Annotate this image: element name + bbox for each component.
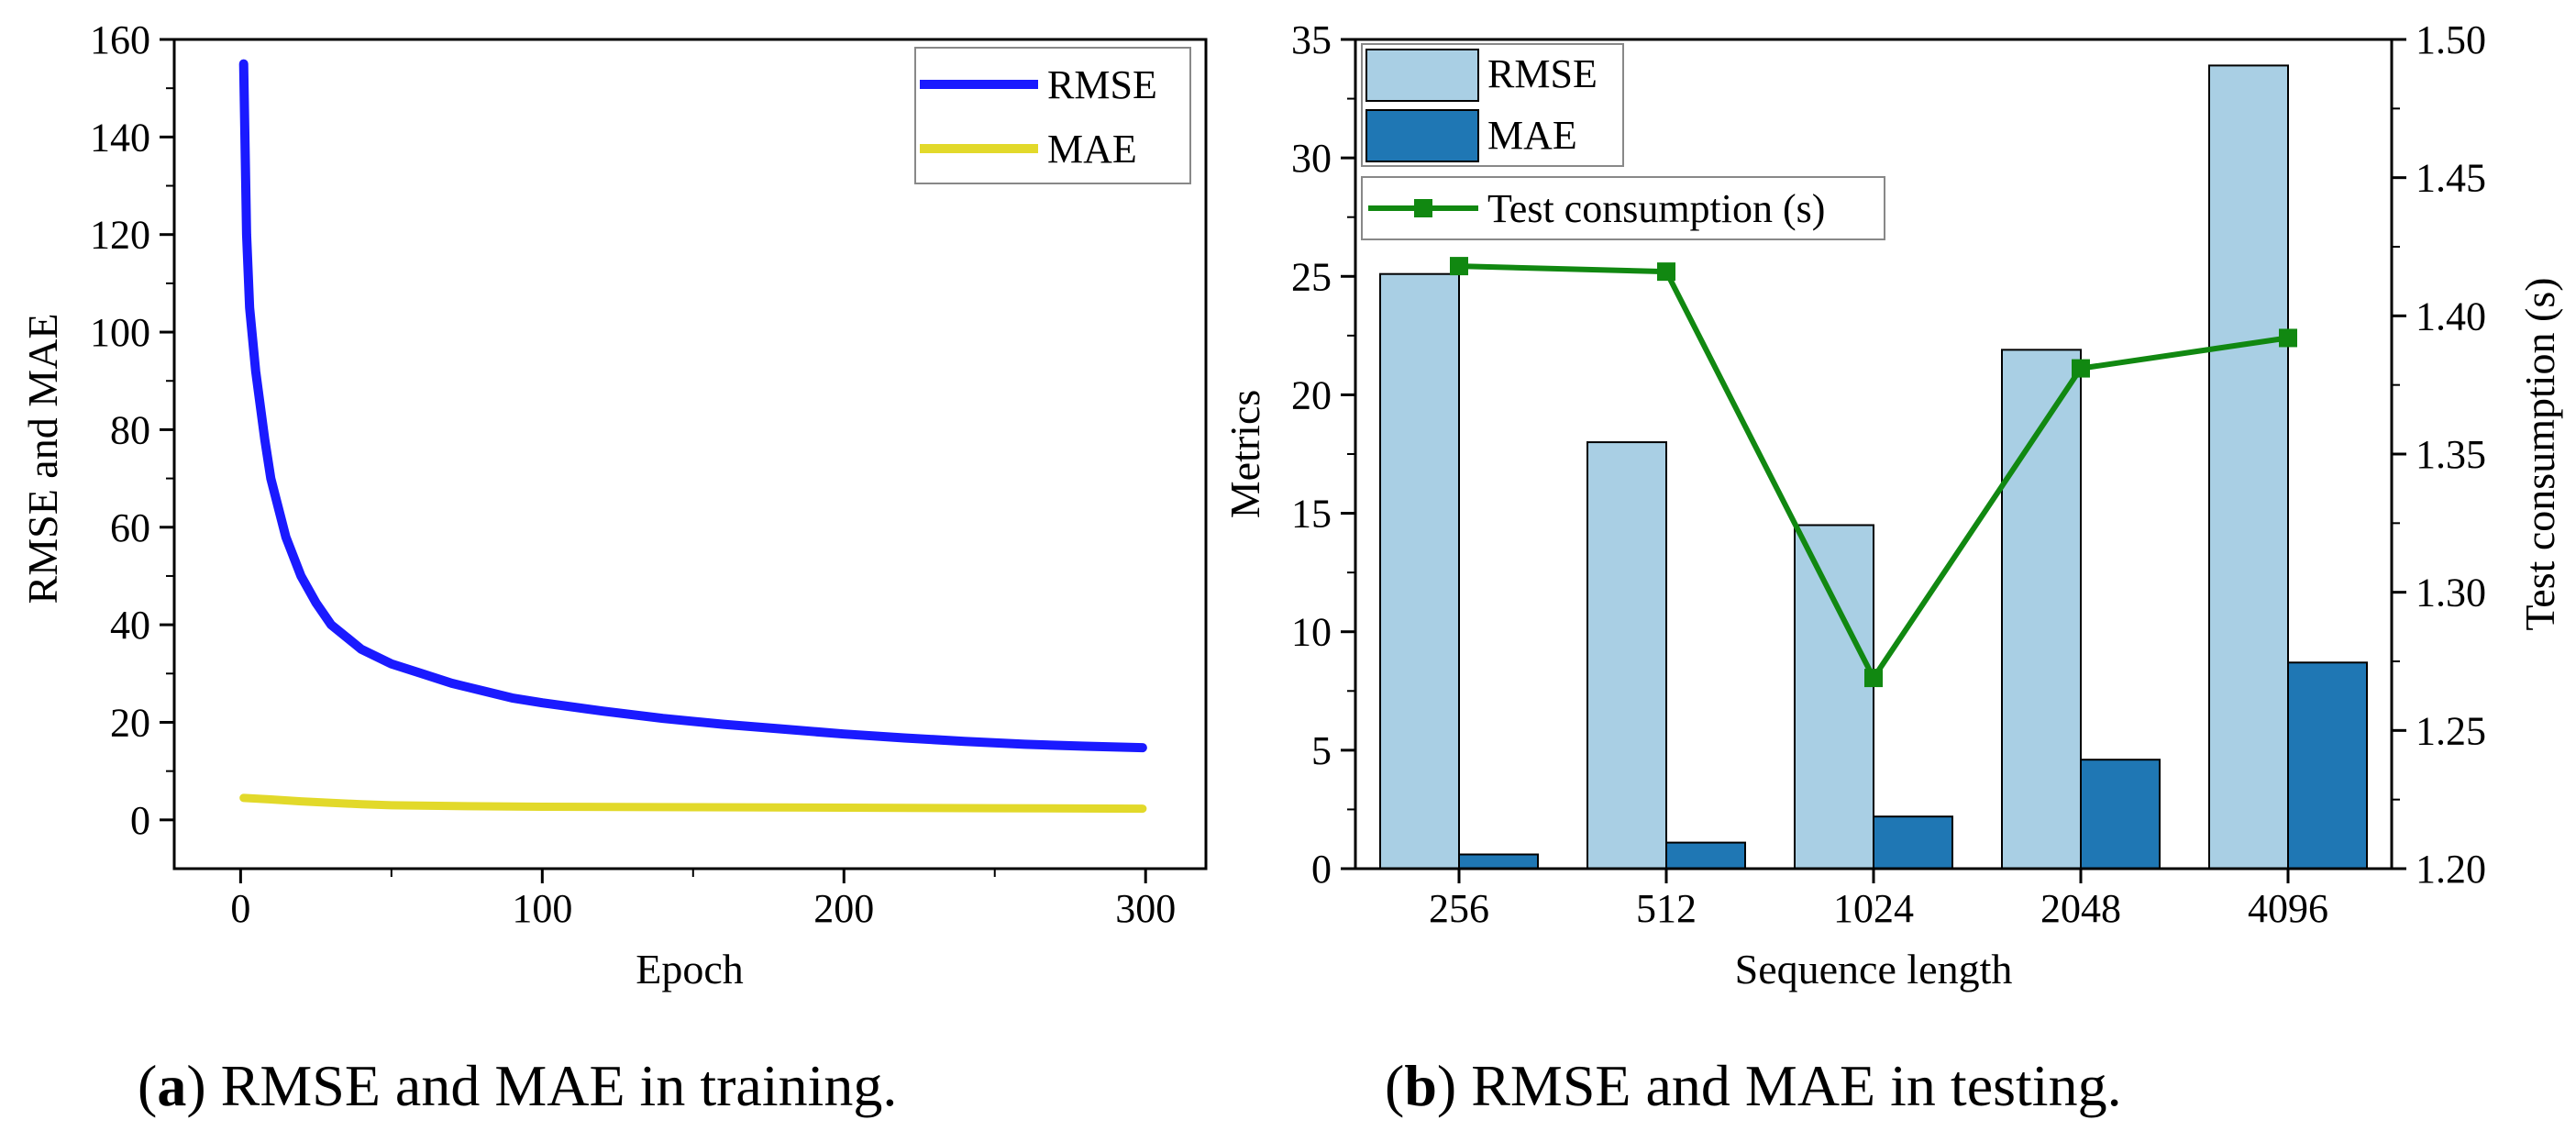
testing-bar-rmse bbox=[1587, 441, 1667, 870]
training-caption-open: ( bbox=[138, 1053, 157, 1118]
testing-y-tick-label: 0 bbox=[1311, 847, 1332, 892]
testing-y-tick-label: 35 bbox=[1291, 17, 1332, 62]
testing-y-tick-label: 5 bbox=[1311, 728, 1332, 773]
training-legend-rmse-label: RMSE bbox=[1047, 62, 1157, 107]
training-caption-text: ) RMSE and MAE in training. bbox=[186, 1053, 897, 1118]
training-x-tick-label: 300 bbox=[1115, 886, 1176, 931]
training-plot-frame bbox=[172, 38, 1208, 870]
testing-y2-axis-label: Test consumption (s) bbox=[2516, 277, 2563, 630]
testing-legend-line-marker bbox=[1414, 199, 1432, 217]
testing-y2-tick-label: 1.35 bbox=[2416, 432, 2486, 477]
testing-x-tick-label: 1024 bbox=[1833, 886, 1914, 931]
training-y-tick-label: 40 bbox=[110, 603, 150, 648]
testing-bar-mae bbox=[1458, 853, 1539, 870]
training-chart-marks bbox=[238, 59, 1147, 814]
training-y-tick-label: 160 bbox=[90, 17, 150, 62]
testing-chart: 256 512 1024 2048 4096 0 5 10 15 20 25 30 35 1.20 1.25… bbox=[1222, 17, 2563, 1118]
testing-x-tick-label: 256 bbox=[1429, 886, 1489, 931]
training-caption: (a) RMSE and MAE in training. bbox=[138, 1053, 897, 1118]
testing-caption: (b) RMSE and MAE in testing. bbox=[1385, 1053, 2122, 1118]
testing-y-tick-label: 30 bbox=[1291, 136, 1332, 181]
testing-x-axis-label: Sequence length bbox=[1735, 946, 2013, 992]
testing-legend-line-label: Test consumption (s) bbox=[1487, 186, 1825, 231]
training-y-tick-label: 60 bbox=[110, 505, 150, 550]
testing-legend-mae-swatch bbox=[1365, 109, 1479, 162]
testing-y2-tick-label: 1.45 bbox=[2416, 156, 2486, 201]
testing-bar-rmse bbox=[2001, 349, 2082, 870]
testing-legend-mae-label: MAE bbox=[1487, 113, 1577, 158]
testing-x-tick-label: 4096 bbox=[2248, 886, 2328, 931]
testing-caption-letter: b bbox=[1404, 1053, 1437, 1118]
testing-y2-tick-label: 1.30 bbox=[2416, 571, 2486, 615]
training-series-mae-line bbox=[239, 793, 1147, 814]
training-x-tick-label: 0 bbox=[230, 886, 250, 931]
training-x-tick-label: 100 bbox=[512, 886, 572, 931]
training-legend-mae-label: MAE bbox=[1047, 127, 1137, 172]
testing-bar-mae bbox=[2287, 661, 2368, 870]
training-y-axis-label: RMSE and MAE bbox=[19, 314, 66, 604]
training-series-rmse-line bbox=[238, 59, 1147, 753]
testing-bar-rmse bbox=[1379, 272, 1460, 870]
testing-x-tick-label: 2048 bbox=[2040, 886, 2121, 931]
testing-x-tick-label: 512 bbox=[1636, 886, 1697, 931]
training-y-tick-label: 80 bbox=[110, 407, 150, 452]
training-legend-box bbox=[914, 47, 1191, 184]
testing-y2-tick-label: 1.25 bbox=[2416, 708, 2486, 753]
testing-y2-tick-label: 1.40 bbox=[2416, 294, 2486, 338]
testing-legend-rmse-swatch bbox=[1365, 49, 1479, 102]
testing-y-axis-label: Metrics bbox=[1222, 390, 1268, 519]
training-caption-letter: a bbox=[157, 1053, 186, 1118]
testing-y-tick-label: 25 bbox=[1291, 254, 1332, 299]
training-axis-ticks: 0 100 200 300 0 20 40 60 80 100 120 140 160 bbox=[90, 17, 1176, 931]
testing-y-tick-label: 15 bbox=[1291, 492, 1332, 537]
testing-bar-mae bbox=[1873, 815, 1953, 870]
testing-test-consumption-marker bbox=[1657, 262, 1675, 282]
testing-chart-bars bbox=[1379, 64, 2368, 870]
testing-legend-rmse-label: RMSE bbox=[1487, 51, 1598, 96]
training-y-tick-label: 100 bbox=[90, 310, 150, 355]
training-y-tick-label: 0 bbox=[130, 798, 150, 843]
testing-caption-text: ) RMSE and MAE in testing. bbox=[1437, 1053, 2122, 1118]
training-y-tick-label: 140 bbox=[90, 115, 150, 160]
testing-bar-rmse bbox=[1794, 524, 1874, 870]
testing-test-consumption-marker bbox=[2072, 359, 2090, 378]
training-y-tick-label: 20 bbox=[110, 700, 150, 745]
testing-y2-tick-label: 1.50 bbox=[2416, 17, 2486, 62]
training-x-tick-label: 200 bbox=[813, 886, 874, 931]
training-y-tick-label: 120 bbox=[90, 213, 150, 258]
testing-legend: RMSE MAE Test consumption (s) bbox=[1361, 43, 1885, 240]
testing-caption-open: ( bbox=[1385, 1053, 1404, 1118]
training-x-axis-label: Epoch bbox=[636, 946, 744, 992]
training-legend: RMSE MAE bbox=[914, 47, 1191, 184]
testing-axis-ticks: 256 512 1024 2048 4096 0 5 10 15 20 25 30 35 1.20 1.25… bbox=[1291, 17, 2486, 931]
testing-y-tick-label: 20 bbox=[1291, 372, 1332, 417]
testing-test-consumption-marker bbox=[2279, 328, 2297, 348]
testing-bar-mae bbox=[1665, 841, 1746, 870]
testing-y-tick-label: 10 bbox=[1291, 610, 1332, 655]
testing-chart-line bbox=[1450, 257, 2297, 688]
testing-test-consumption-marker bbox=[1864, 669, 1883, 688]
testing-bar-mae bbox=[2080, 759, 2161, 870]
testing-test-consumption-marker bbox=[1450, 257, 1468, 276]
testing-y2-tick-label: 1.20 bbox=[2416, 847, 2486, 892]
training-chart: 0 100 200 300 0 20 40 60 80 100 120 140 160 Epoch RM… bbox=[19, 17, 1208, 1118]
testing-bar-rmse bbox=[2208, 64, 2289, 870]
